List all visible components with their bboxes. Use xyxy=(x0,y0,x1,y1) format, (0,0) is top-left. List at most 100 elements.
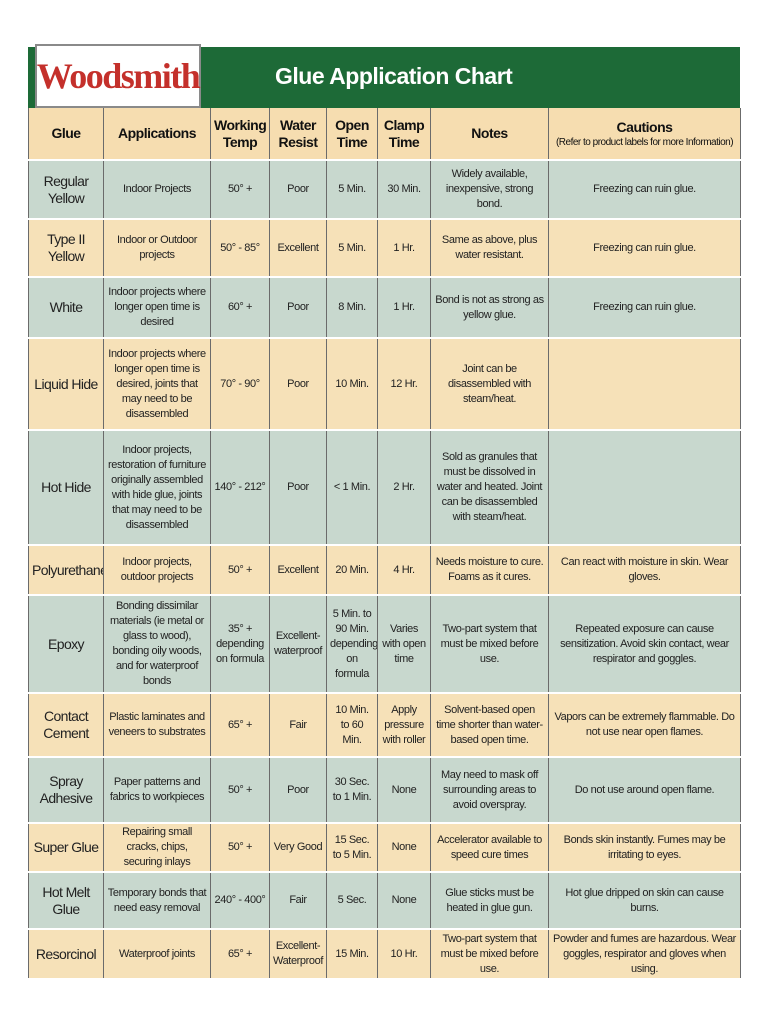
table-cell: 1 Hr. xyxy=(377,277,431,339)
table-cell: Powder and fumes are hazardous. Wear gog… xyxy=(548,929,741,980)
table-cell: Same as above, plus water resistant. xyxy=(430,219,549,278)
table-cell: 60° + xyxy=(210,277,270,339)
table-cell: White xyxy=(28,277,104,339)
table-cell: Freezing can ruin glue. xyxy=(548,219,741,278)
table-cell: Apply pressure with roller xyxy=(377,693,431,758)
table-cell: 35° + depending on formula xyxy=(210,595,270,694)
table-cell: Accelerator available to speed cure time… xyxy=(430,823,549,873)
table-row: Polyurethane Indoor projects, outdoor pro… xyxy=(28,545,741,596)
column-header: Cautions (Refer to product labels for mor… xyxy=(548,108,741,161)
table-cell: Freezing can ruin glue. xyxy=(548,277,741,339)
table-cell: None xyxy=(377,823,431,873)
table-cell: Contact Cement xyxy=(28,693,104,758)
table-row: Resorcinol Waterproof joints 65° + Excellen… xyxy=(28,929,741,980)
table-cell: Indoor or Outdoor projects xyxy=(103,219,211,278)
glue-table: Glue Applications Working Temp Water Resist… xyxy=(28,108,741,980)
chart-sheet: Woodsmith Glue Application Chart Glue App… xyxy=(28,44,741,980)
table-cell: Excellent-Waterproof xyxy=(269,929,327,980)
table-cell: 50° + xyxy=(210,160,270,220)
column-title: Open Time xyxy=(335,116,369,150)
column-header: Water Resist xyxy=(269,108,327,161)
table-cell: Fair xyxy=(269,693,327,758)
table-cell: Sold as granules that must be dissolved … xyxy=(430,430,549,546)
table-cell: < 1 Min. xyxy=(326,430,378,546)
table-row: Epoxy Bonding dissimilar materials (ie me… xyxy=(28,595,741,694)
table-cell: Epoxy xyxy=(28,595,104,694)
table-body: Regular Yellow Indoor Projects 50° + Poor 5 … xyxy=(28,160,741,980)
table-cell: Can react with moisture in skin. Wear gl… xyxy=(548,545,741,596)
column-header: Clamp Time xyxy=(377,108,431,161)
table-cell: Indoor projects, outdoor projects xyxy=(103,545,211,596)
column-title: Glue xyxy=(51,125,81,141)
table-cell: 8 Min. xyxy=(326,277,378,339)
table-cell: Excellent xyxy=(269,545,327,596)
table-cell: Excellent-waterproof xyxy=(269,595,327,694)
table-cell: Paper patterns and fabrics to workpieces xyxy=(103,757,211,824)
table-cell: Indoor Projects xyxy=(103,160,211,220)
table-cell: Poor xyxy=(269,757,327,824)
table-cell xyxy=(548,430,741,546)
table-cell: 15 Sec. to 5 Min. xyxy=(326,823,378,873)
table-cell: Type II Yellow xyxy=(28,219,104,278)
table-cell: 10 Min. to 60 Min. xyxy=(326,693,378,758)
table-cell: Poor xyxy=(269,430,327,546)
table-cell: 15 Min. xyxy=(326,929,378,980)
table-cell: Fair xyxy=(269,872,327,930)
table-cell: 10 Hr. xyxy=(377,929,431,980)
table-cell: Waterproof joints xyxy=(103,929,211,980)
table-cell: Hot Hide xyxy=(28,430,104,546)
table-cell: Indoor projects where longer open time i… xyxy=(103,277,211,339)
table-cell: 5 Sec. xyxy=(326,872,378,930)
column-header: Open Time xyxy=(326,108,378,161)
column-header: Applications xyxy=(103,108,211,161)
table-cell: 30 Min. xyxy=(377,160,431,220)
table-row: Regular Yellow Indoor Projects 50° + Poor 5 … xyxy=(28,160,741,220)
header-band: Woodsmith Glue Application Chart xyxy=(28,44,740,108)
table-cell: 10 Min. xyxy=(326,338,378,431)
table-cell: Indoor projects, restoration of furnitur… xyxy=(103,430,211,546)
table-cell: 140° - 212° xyxy=(210,430,270,546)
table-cell: 65° + xyxy=(210,693,270,758)
table-cell: Resorcinol xyxy=(28,929,104,980)
column-title: Water Resist xyxy=(278,116,318,150)
table-cell: 50° + xyxy=(210,757,270,824)
table-cell: Very Good xyxy=(269,823,327,873)
table-cell: 65° + xyxy=(210,929,270,980)
table-cell: Hot glue dripped on skin can cause burns… xyxy=(548,872,741,930)
table-cell: None xyxy=(377,757,431,824)
table-cell: Needs moisture to cure. Foams as it cure… xyxy=(430,545,549,596)
column-title: Cautions xyxy=(616,118,673,135)
table-cell: 4 Hr. xyxy=(377,545,431,596)
table-cell: Bonding dissimilar materials (ie metal o… xyxy=(103,595,211,694)
table-cell: Plastic laminates and veneers to substra… xyxy=(103,693,211,758)
table-cell: Repairing small cracks, chips, securing … xyxy=(103,823,211,873)
column-title: Clamp Time xyxy=(383,116,425,150)
column-header: Working Temp xyxy=(210,108,270,161)
table-cell: Do not use around open flame. xyxy=(548,757,741,824)
table-cell: Glue sticks must be heated in glue gun. xyxy=(430,872,549,930)
table-cell xyxy=(548,338,741,431)
table-cell: Poor xyxy=(269,277,327,339)
table-cell: Joint can be disassembled with steam/hea… xyxy=(430,338,549,431)
table-cell: 50° + xyxy=(210,823,270,873)
table-cell: Temporary bonds that need easy removal xyxy=(103,872,211,930)
table-cell: Poor xyxy=(269,160,327,220)
table-row: Type II Yellow Indoor or Outdoor projects… xyxy=(28,219,741,278)
table-cell: 50° - 85° xyxy=(210,219,270,278)
table-cell: Two-part system that must be mixed befor… xyxy=(430,929,549,980)
table-cell: 2 Hr. xyxy=(377,430,431,546)
table-row: Contact Cement Plastic laminates and vene… xyxy=(28,693,741,758)
table-cell: Two-part system that must be mixed befor… xyxy=(430,595,549,694)
table-cell: Spray Adhesive xyxy=(28,757,104,824)
column-header: Glue xyxy=(28,108,104,161)
table-cell: Liquid Hide xyxy=(28,338,104,431)
table-row: Hot Hide Indoor projects, restoration of … xyxy=(28,430,741,546)
column-note: (Refer to product labels for more Inform… xyxy=(555,136,734,148)
table-cell: Bonds skin instantly. Fumes may be irrit… xyxy=(548,823,741,873)
table-cell: 240° - 400° xyxy=(210,872,270,930)
table-cell: Indoor projects where longer open time i… xyxy=(103,338,211,431)
table-cell: 70° - 90° xyxy=(210,338,270,431)
table-cell: Solvent-based open time shorter than wat… xyxy=(430,693,549,758)
table-cell: May need to mask off surrounding areas t… xyxy=(430,757,549,824)
